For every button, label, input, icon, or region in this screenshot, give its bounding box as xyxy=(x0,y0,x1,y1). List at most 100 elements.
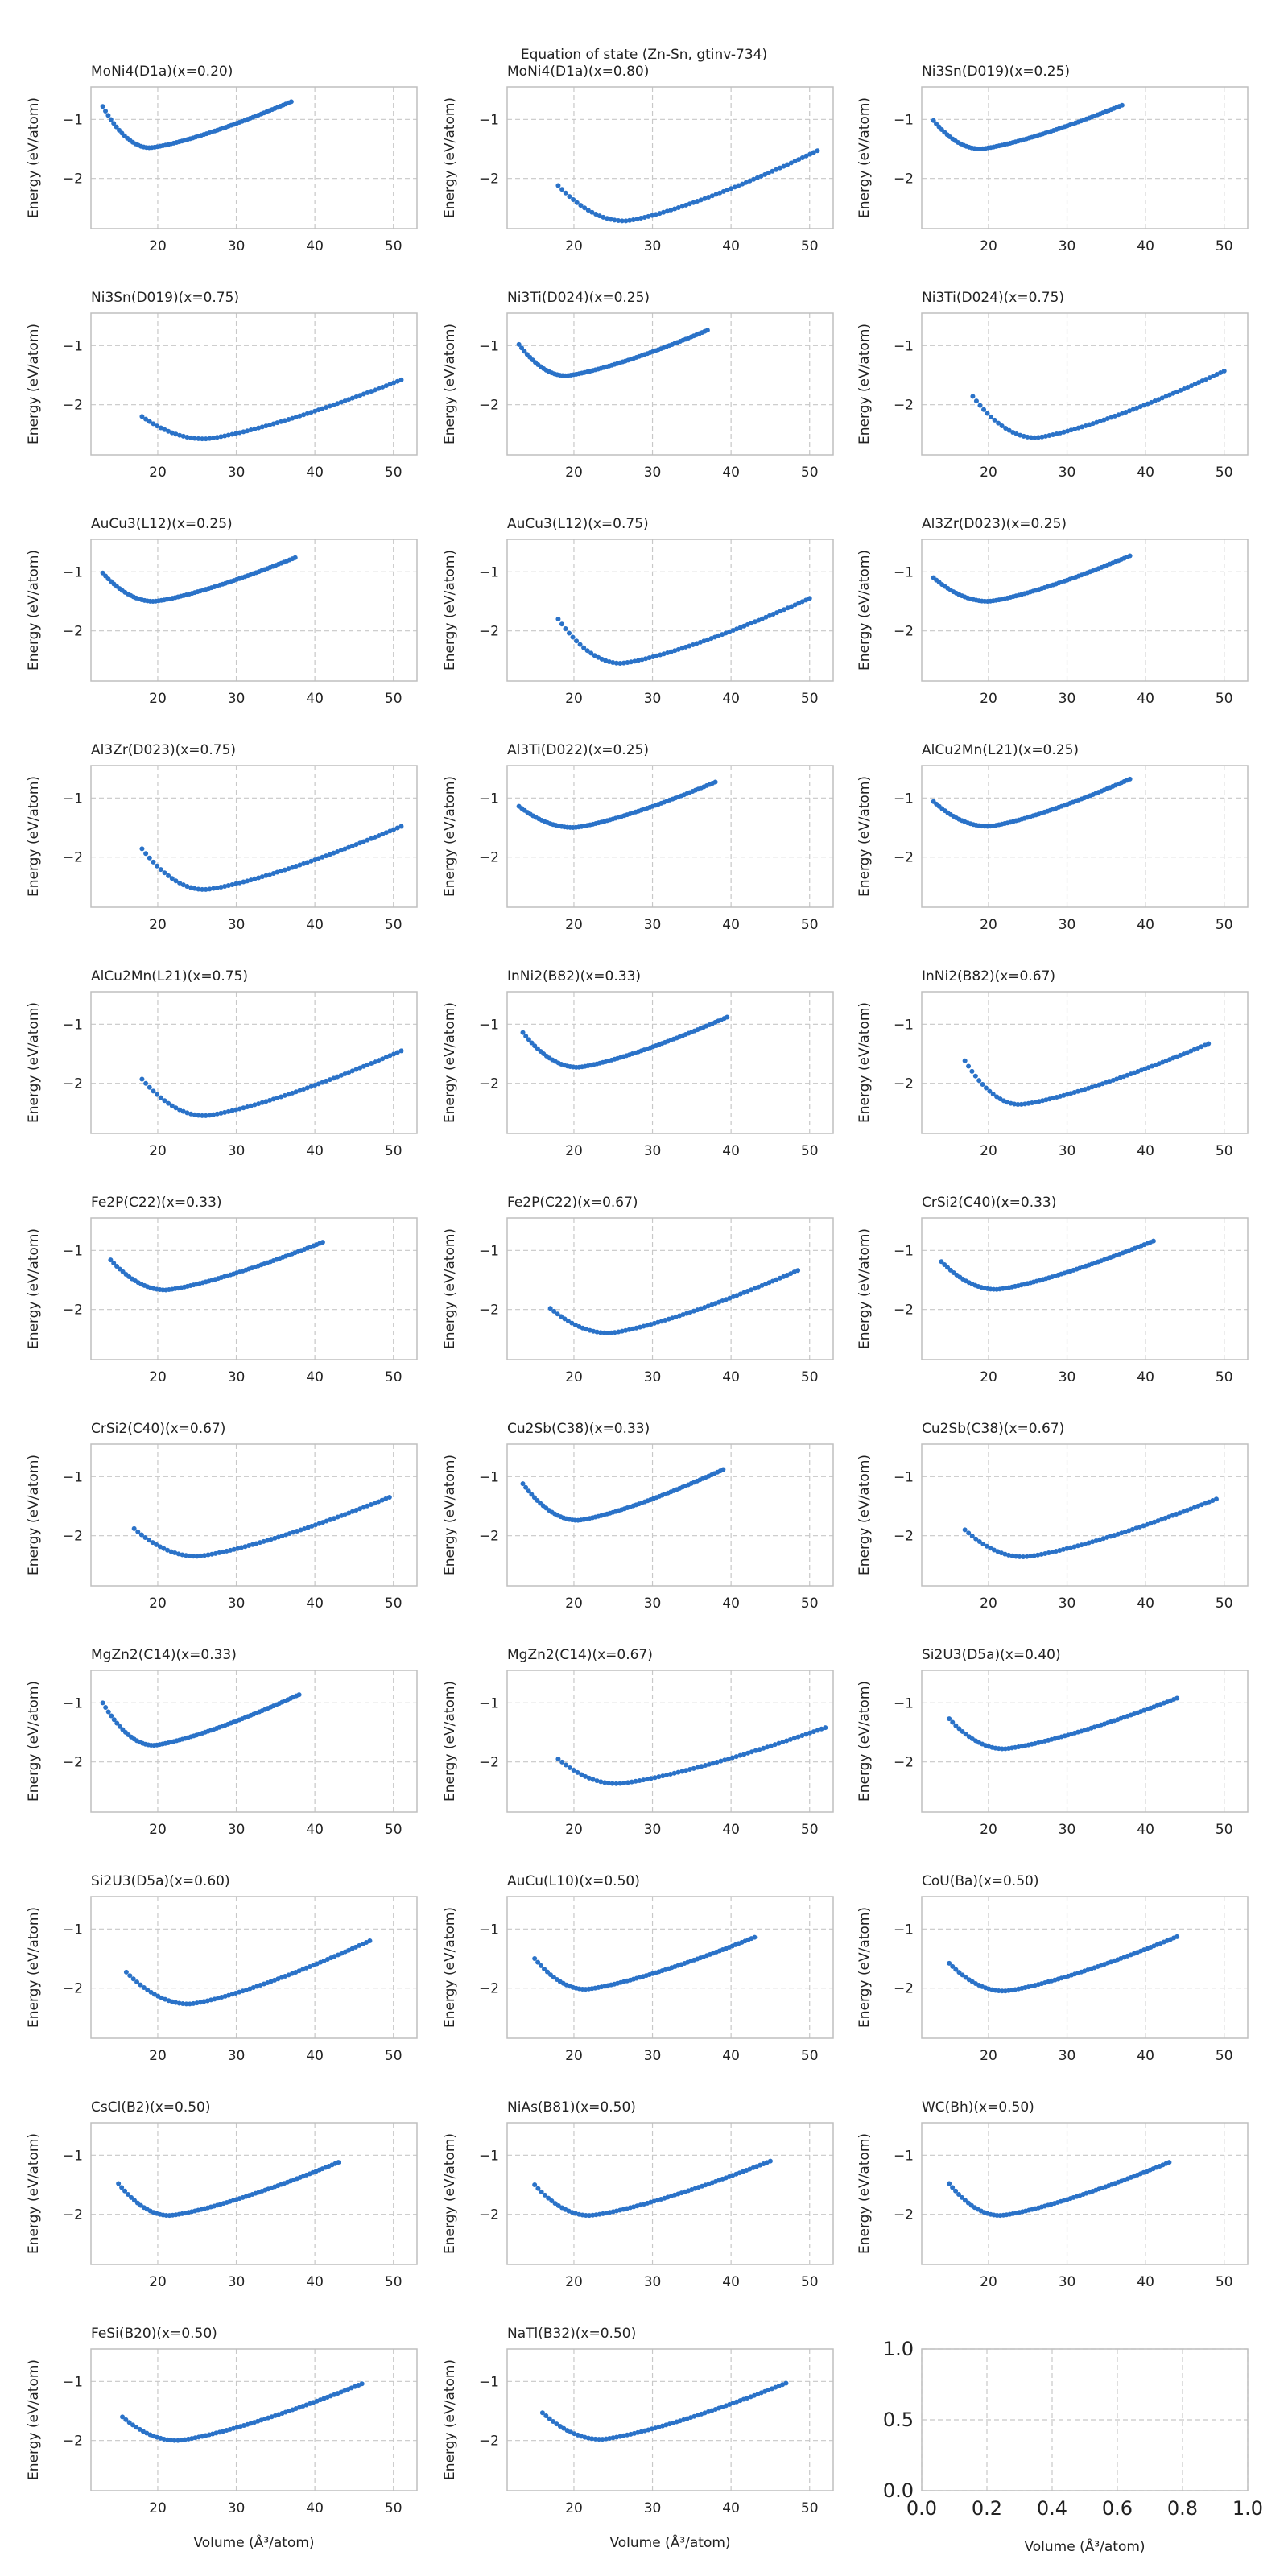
data-point xyxy=(151,1992,157,1997)
data-point xyxy=(555,1757,561,1761)
data-point xyxy=(367,1938,373,1943)
x-tick-label: 40 xyxy=(722,1596,740,1612)
data-point xyxy=(605,216,610,221)
data-point xyxy=(117,1724,122,1729)
data-point xyxy=(114,1720,120,1726)
data-point xyxy=(275,1534,281,1540)
data-point xyxy=(597,213,602,219)
x-tick-label: 20 xyxy=(149,691,167,707)
x-tick-label: 0.6 xyxy=(1102,2497,1133,2520)
subplot-title: FeSi(B20)(x=0.50) xyxy=(91,2326,217,2342)
data-point xyxy=(203,1113,208,1118)
data-point xyxy=(953,2188,959,2194)
y-axis-label: Energy (eV/atom) xyxy=(442,550,458,671)
x-tick-label: 50 xyxy=(801,464,819,481)
data-point xyxy=(312,1083,318,1088)
data-point xyxy=(737,1752,743,1758)
data-point xyxy=(660,1773,666,1779)
data-point xyxy=(304,860,310,865)
data-point xyxy=(1166,1514,1172,1520)
data-point xyxy=(754,175,760,180)
data-point xyxy=(1127,408,1133,414)
data-point xyxy=(811,150,816,155)
data-point xyxy=(1053,1549,1059,1554)
data-point xyxy=(774,167,779,172)
data-point xyxy=(282,1092,287,1098)
y-tick-label: −2 xyxy=(479,398,499,414)
data-point xyxy=(108,117,114,122)
y-tick-label: −2 xyxy=(63,398,83,414)
data-point xyxy=(283,1532,289,1538)
data-point xyxy=(256,1101,262,1107)
data-point xyxy=(758,173,764,179)
data-point xyxy=(727,629,733,634)
data-point xyxy=(238,1545,244,1550)
x-tick-label: 40 xyxy=(1137,1369,1154,1385)
data-point xyxy=(361,391,366,397)
data-point xyxy=(287,1531,292,1537)
data-point xyxy=(591,1328,597,1334)
data-point xyxy=(376,1058,382,1063)
data-point xyxy=(316,1081,321,1087)
data-point xyxy=(158,425,163,431)
data-point xyxy=(380,1056,386,1062)
data-point xyxy=(187,1553,192,1558)
data-point xyxy=(157,1544,163,1550)
data-point xyxy=(586,1775,592,1781)
x-tick-label: 20 xyxy=(565,238,583,254)
data-point xyxy=(612,1330,617,1335)
data-point xyxy=(1042,1550,1048,1556)
subplot: 20 30 40 50 −2 −1 Si2U3(D5a)(x=0.40) Energy (eV… xyxy=(857,1647,1249,1838)
data-point xyxy=(1017,1554,1022,1559)
data-point xyxy=(379,1497,385,1503)
y-tick-label: −2 xyxy=(63,1755,83,1771)
y-tick-label: −2 xyxy=(63,1981,83,1997)
data-point xyxy=(263,1099,269,1104)
data-point xyxy=(610,660,616,666)
data-point xyxy=(1137,1524,1142,1530)
data-point xyxy=(1145,401,1150,407)
x-tick-label: 30 xyxy=(644,2274,662,2290)
y-tick-label: −1 xyxy=(63,564,83,580)
data-point xyxy=(1104,1534,1110,1540)
data-point xyxy=(365,1062,370,1067)
data-point xyxy=(562,1316,568,1322)
data-point xyxy=(745,621,750,627)
data-point xyxy=(220,1549,225,1554)
x-tick-label: 50 xyxy=(1216,1143,1233,1159)
x-tick-label: 30 xyxy=(644,917,662,933)
y-tick-label: −2 xyxy=(479,850,499,866)
data-point xyxy=(130,2422,135,2428)
data-point xyxy=(1120,411,1125,416)
x-tick-label: 30 xyxy=(1059,917,1076,933)
data-point xyxy=(650,654,656,659)
data-point xyxy=(148,1989,154,1995)
data-point xyxy=(177,432,183,438)
x-tick-label: 30 xyxy=(228,2274,246,2290)
data-point xyxy=(188,885,194,890)
data-point xyxy=(1018,1101,1024,1107)
x-tick-label: 40 xyxy=(722,1822,740,1838)
x-tick-label: 20 xyxy=(565,2048,583,2064)
x-tick-label: 20 xyxy=(565,1143,583,1159)
x-tick-label: 50 xyxy=(801,917,819,933)
data-point xyxy=(664,1773,670,1778)
data-point xyxy=(1009,1553,1015,1558)
y-tick-label: −1 xyxy=(63,1017,83,1033)
data-point xyxy=(706,194,712,200)
data-point xyxy=(225,883,231,889)
data-point xyxy=(241,1105,246,1111)
data-point xyxy=(519,345,525,351)
y-tick-label: −2 xyxy=(63,171,83,188)
data-point xyxy=(327,852,332,857)
data-point xyxy=(609,1330,614,1335)
subplot: 20 30 40 50 −2 −1 MoNi4(D1a)(x=0.20) Energy (eV… xyxy=(26,64,418,254)
data-point xyxy=(1170,390,1176,396)
y-tick-label: −2 xyxy=(479,1076,499,1092)
data-point xyxy=(761,1745,766,1751)
data-point xyxy=(774,610,779,616)
data-point xyxy=(980,1541,986,1546)
data-point xyxy=(218,1110,224,1116)
data-point xyxy=(335,1074,341,1080)
data-point xyxy=(1015,1101,1021,1107)
